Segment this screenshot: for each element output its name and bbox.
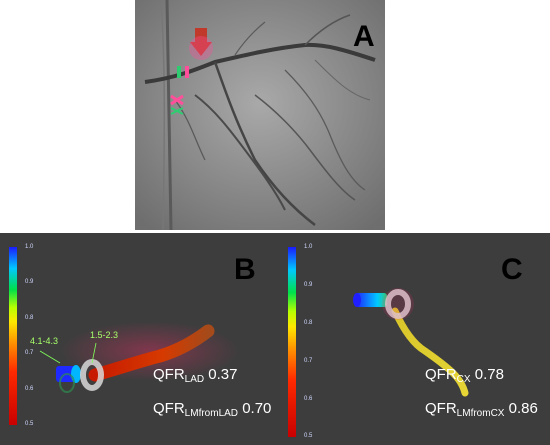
scale-tick: 0.8	[25, 315, 34, 321]
scale-tick: 0.8	[304, 320, 313, 326]
scale-tick: 1.0	[304, 244, 313, 250]
scale-tick: 0.7	[304, 358, 313, 364]
stenosis-arrow-icon	[189, 28, 213, 60]
scale-tick: 0.6	[25, 386, 34, 392]
annotation-diameter: 1.5-2.3	[90, 330, 119, 340]
angiogram-image	[135, 0, 385, 230]
scale-tick: 0.9	[304, 282, 313, 288]
model-panel-b: 1.0 0.9 0.8 0.7 0.6 0.5 4.1-4.3 1.5-	[0, 233, 275, 445]
panel-label-c: C	[501, 253, 523, 286]
model-panel-c: 1.0 0.9 0.8 0.7 0.6 0.5 C QFRCX 0.78 QFR…	[275, 233, 550, 445]
scale-tick: 1.0	[25, 244, 34, 250]
color-scale-c	[288, 247, 296, 437]
angiogram-panel: A	[135, 0, 385, 230]
annotation-diameter: 4.1-4.3	[30, 336, 59, 346]
qfr-cx-value: QFRCX 0.78	[425, 366, 504, 385]
color-scale-b	[9, 247, 17, 425]
scale-tick: 0.6	[304, 396, 313, 402]
vessel-model-b	[39, 321, 240, 393]
vessel-model-c	[353, 288, 469, 397]
stent-ring-icon	[385, 289, 411, 319]
marker-green-pink-icon	[177, 66, 189, 78]
qfr-lm-from-lad-value: QFRLMfromLAD 0.70	[153, 400, 272, 419]
scale-tick: 0.5	[25, 421, 34, 427]
panel-label-b: B	[234, 253, 256, 286]
scale-tick: 0.9	[25, 279, 34, 285]
scale-tick: 0.5	[304, 433, 313, 439]
panel-label-a: A	[353, 20, 375, 53]
qfr-lad-value: QFRLAD 0.37	[153, 366, 238, 385]
qfr-lm-from-cx-value: QFRLMfromCX 0.86	[425, 400, 538, 419]
marker-cross-icon	[170, 94, 184, 115]
scale-tick: 0.7	[25, 350, 34, 356]
